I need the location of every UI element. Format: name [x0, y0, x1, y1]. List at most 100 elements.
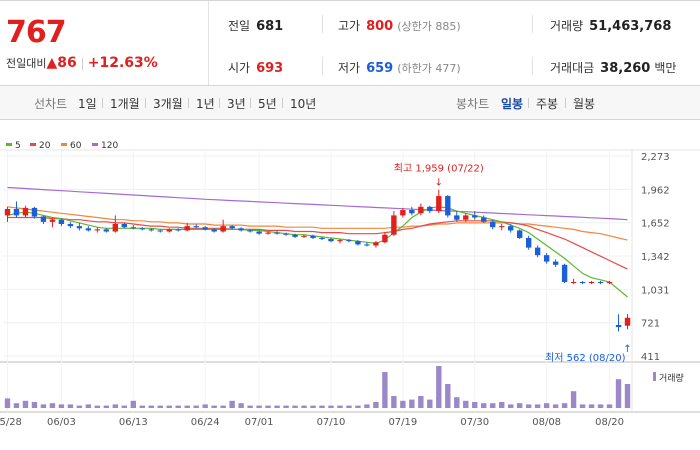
- x-tick-label: 06/13: [119, 417, 148, 428]
- volume-bar: [525, 404, 532, 408]
- candle-body: [346, 240, 352, 242]
- volume: 거래량 51,463,768: [550, 17, 671, 34]
- high-price: 고가 800 (상한가 885): [338, 17, 461, 34]
- tab-5y[interactable]: 5년: [258, 97, 277, 111]
- divider: [565, 98, 566, 108]
- low-label: 저가: [338, 61, 361, 75]
- candle-body: [606, 281, 613, 284]
- candle-body: [58, 219, 65, 224]
- tab-daily[interactable]: 일봉: [501, 97, 524, 111]
- tab-3m[interactable]: 3개월: [153, 97, 183, 111]
- candle-body: [588, 281, 595, 284]
- candle-body: [175, 229, 181, 231]
- candle-body: [13, 208, 20, 216]
- x-tick-label: 06/24: [191, 417, 220, 428]
- tab-3y[interactable]: 3년: [227, 97, 246, 111]
- high-label: 고가: [338, 19, 361, 33]
- prev-close-label: 전일: [228, 19, 251, 33]
- tab-weekly[interactable]: 주봉: [536, 97, 559, 111]
- ma20-line: [7, 216, 628, 270]
- candle-body: [274, 232, 280, 234]
- x-tick-label: 07/30: [460, 417, 489, 428]
- x-tick-label: 06/03: [47, 417, 76, 428]
- volume-bar: [382, 372, 388, 408]
- volume-bar: [310, 405, 316, 408]
- volume-bar: [319, 405, 325, 408]
- volume-bar: [292, 405, 298, 408]
- candle-body: [552, 261, 559, 265]
- candle-body: [94, 229, 101, 231]
- ma5-line: [7, 206, 628, 298]
- candle-chart-label: 봉차트: [456, 97, 490, 111]
- candle-body: [193, 226, 199, 228]
- candle-body: [292, 234, 298, 237]
- upper-limit: (상한가 885): [397, 20, 461, 33]
- volume-bar: [13, 403, 20, 408]
- tab-1d[interactable]: 1일: [78, 97, 97, 111]
- volume-bar: [211, 405, 217, 408]
- divider: [145, 98, 146, 108]
- candle-body: [400, 210, 406, 216]
- candle-body: [103, 229, 110, 232]
- amount-value: 38,260: [600, 61, 651, 76]
- tab-10y[interactable]: 10년: [290, 97, 317, 111]
- candle-body: [597, 281, 604, 284]
- candle-body: [445, 196, 451, 216]
- volume-bar: [373, 402, 379, 408]
- price-summary: 767 전일대비▲86 +12.63%: [0, 1, 209, 85]
- up-arrow-icon: ▲: [46, 55, 58, 71]
- amount-label: 거래대금: [550, 61, 595, 75]
- volume-bar: [148, 405, 154, 408]
- divider: [532, 15, 533, 33]
- divider: [532, 57, 533, 75]
- y-tick-label: 1,962: [641, 185, 670, 196]
- candle-body: [238, 228, 244, 231]
- candle-body: [247, 230, 253, 232]
- volume-bar: [175, 405, 181, 408]
- change-label: 전일대비: [6, 57, 47, 70]
- volume-legend-label: 거래량: [659, 372, 684, 384]
- candle-body: [490, 221, 496, 228]
- tab-1m[interactable]: 1개월: [110, 97, 140, 111]
- volume-bar: [247, 405, 253, 408]
- max-annotation: 최고 1,959 (07/22): [394, 163, 484, 175]
- volume-bar: [301, 405, 307, 408]
- high-value: 800: [366, 19, 394, 34]
- candle-body: [579, 281, 586, 284]
- tab-1y[interactable]: 1년: [196, 97, 215, 111]
- open-label: 시가: [228, 61, 251, 75]
- volume-bar: [220, 405, 226, 408]
- volume-bar: [427, 399, 433, 408]
- tab-monthly[interactable]: 월봉: [573, 97, 596, 111]
- candle-body: [499, 226, 505, 228]
- legend-swatch-ma20: [30, 143, 36, 146]
- current-price: 767: [6, 15, 67, 50]
- volume-label: 거래량: [550, 19, 584, 33]
- divider: [250, 98, 251, 108]
- change-percent: +12.63%: [87, 55, 158, 71]
- legend-swatch-ma5: [6, 143, 12, 146]
- candle-body: [76, 226, 83, 229]
- candle-body: [355, 241, 361, 245]
- x-tick-label: 08/08: [532, 417, 561, 428]
- volume-bar: [58, 404, 65, 408]
- volume-bar: [391, 396, 397, 408]
- price-chart: 5 20 60 120 2,273 1,962 1,652 1,342 1,031 721 411 0…: [0, 141, 700, 428]
- volume-bar: [130, 400, 136, 408]
- volume-bar: [337, 405, 343, 408]
- x-tick-label: 07/19: [388, 417, 417, 428]
- volume-bar: [184, 405, 190, 408]
- volume-bar: [454, 397, 460, 408]
- candle-body: [481, 217, 487, 222]
- candle-body: [516, 230, 523, 238]
- low-price: 저가 659 (하한가 477): [338, 59, 461, 76]
- legend-swatch-ma120: [92, 143, 98, 146]
- volume-bar: [597, 404, 604, 408]
- volume-bar: [579, 404, 586, 408]
- candle-body: [624, 317, 631, 326]
- candle-body: [157, 230, 163, 232]
- divider: [322, 15, 323, 33]
- low-value: 659: [366, 61, 394, 76]
- volume-bar: [94, 405, 101, 408]
- volume-bar: [615, 379, 622, 408]
